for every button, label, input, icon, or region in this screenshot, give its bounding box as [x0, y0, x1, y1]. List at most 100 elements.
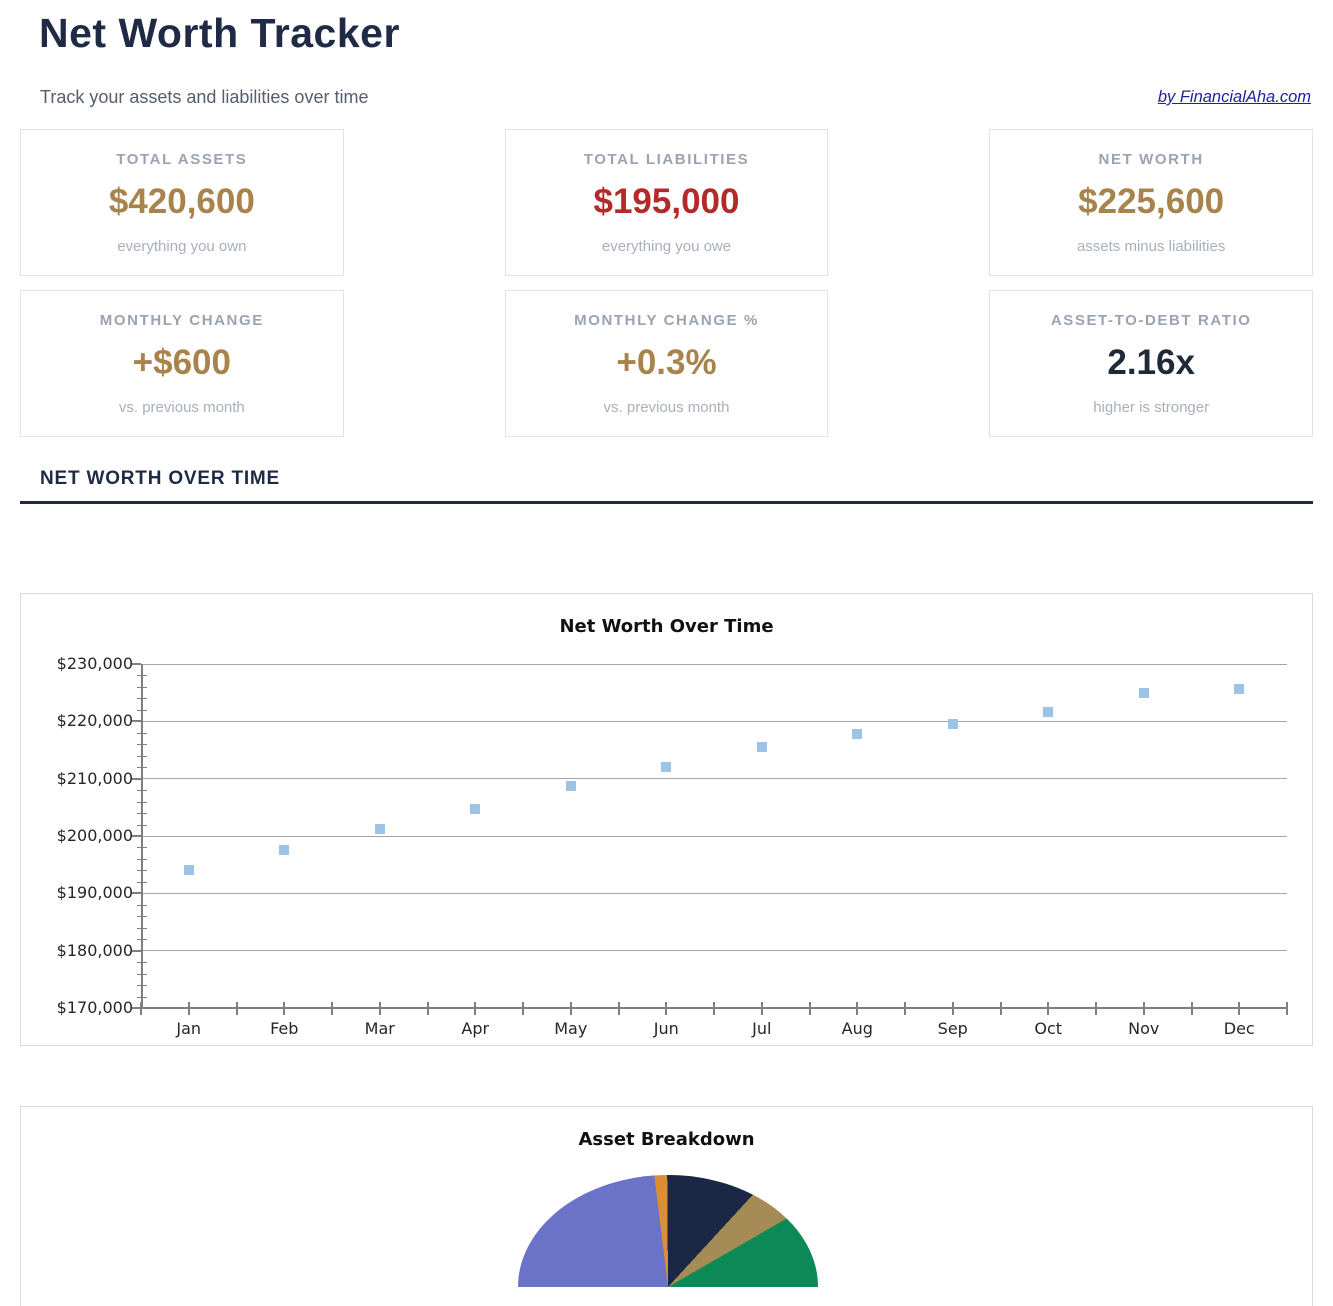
stat-value: $195,000	[593, 181, 740, 221]
chart-title: Asset Breakdown	[578, 1129, 755, 1150]
y-axis-major-tick	[132, 720, 141, 723]
stat-value: 2.16x	[1107, 342, 1195, 382]
x-axis-tick	[1095, 1002, 1097, 1015]
stat-card-total-liabilities: TOTAL LIABILITIES $195,000 everything yo…	[504, 129, 829, 276]
x-axis-tick	[426, 1002, 429, 1015]
y-gridline	[141, 835, 1287, 837]
x-axis-tick-label: Sep	[937, 1019, 968, 1038]
stat-label: MONTHLY CHANGE	[99, 311, 264, 329]
x-axis-tick	[140, 1002, 142, 1015]
stat-caption: everything you owe	[601, 237, 732, 255]
y-axis-major-tick	[132, 835, 141, 837]
page-title: Net Worth Tracker	[39, 10, 400, 56]
x-axis-tick-label: Nov	[1128, 1019, 1160, 1038]
x-axis-tick-label: Dec	[1223, 1019, 1255, 1038]
data-point	[756, 742, 767, 753]
y-axis-tick-label: $170,000	[56, 998, 133, 1017]
stat-label: TOTAL ASSETS	[116, 150, 248, 168]
stat-card-total-assets: TOTAL ASSETS $420,600 everything you own	[20, 129, 344, 276]
x-axis-tick	[904, 1002, 906, 1015]
y-axis-tick-label: $210,000	[56, 768, 133, 788]
section-heading: NET WORTH OVER TIME	[40, 468, 281, 489]
scatter-plot-area: $170,000 $180,000 $190,000 $200,000 $210,000…	[57, 654, 1288, 1038]
x-axis-tick	[617, 1002, 620, 1015]
x-axis-tick	[522, 1002, 524, 1015]
y-gridline	[141, 778, 1287, 780]
x-axis-tick	[951, 1002, 954, 1015]
x-axis-tick	[1142, 1002, 1145, 1015]
x-axis-tick	[856, 1002, 859, 1015]
x-axis-tick-label: Feb	[270, 1019, 299, 1038]
stat-caption: vs. previous month	[603, 398, 730, 416]
x-axis-tick-label: Jun	[653, 1019, 679, 1038]
x-axis-tick	[474, 1002, 477, 1015]
stat-label: NET WORTH	[1098, 150, 1204, 168]
x-axis-tick-label: May	[554, 1019, 588, 1038]
x-axis-tick	[378, 1002, 381, 1015]
y-axis-tick-label: $180,000	[56, 940, 133, 960]
y-axis-major-tick	[132, 949, 141, 952]
data-point	[374, 824, 385, 835]
x-axis-tick	[331, 1002, 333, 1015]
y-axis-major-tick	[132, 892, 141, 895]
stat-value: $420,600	[108, 181, 255, 221]
stat-card-asset-to-debt-ratio: ASSET-TO-DEBT RATIO 2.16x higher is stro…	[989, 290, 1313, 437]
x-axis-tick	[187, 1002, 190, 1015]
data-point	[565, 780, 576, 791]
x-axis-tick-label: Mar	[364, 1019, 395, 1038]
page-subtitle: Track your assets and liabilities over t…	[40, 87, 369, 107]
y-axis-spine	[141, 664, 143, 1008]
x-axis-tick	[1286, 1002, 1288, 1015]
y-axis-major-tick	[132, 1007, 141, 1009]
stat-caption: vs. previous month	[118, 398, 245, 416]
x-axis-tick	[665, 1002, 668, 1015]
x-axis-tick	[1238, 1002, 1241, 1015]
brand-link[interactable]: by FinancialAha.com	[1157, 88, 1311, 106]
x-axis-tick	[713, 1002, 715, 1015]
stat-label: ASSET-TO-DEBT RATIO	[1050, 311, 1252, 329]
x-axis-tick-label: Aug	[841, 1019, 873, 1038]
section-divider	[20, 501, 1313, 504]
data-point	[1234, 684, 1245, 695]
stat-value: +0.3%	[616, 342, 717, 382]
x-axis-tick	[1047, 1002, 1050, 1015]
stat-label: MONTHLY CHANGE %	[574, 311, 759, 329]
x-axis-tick-label: Oct	[1034, 1019, 1063, 1038]
data-point	[852, 728, 863, 739]
stat-label: TOTAL LIABILITIES	[583, 150, 750, 168]
x-axis-tick-label: Jul	[752, 1019, 772, 1038]
x-axis-tick-label: Jan	[176, 1019, 202, 1038]
y-axis-tick-label: $190,000	[56, 883, 133, 903]
data-point	[661, 762, 672, 773]
y-axis-tick-label: $200,000	[56, 826, 133, 845]
y-gridline	[141, 950, 1287, 952]
asset-breakdown-chart-card: Asset Breakdown	[20, 1106, 1313, 1306]
x-axis-tick	[283, 1002, 286, 1015]
stat-value: $225,600	[1078, 181, 1225, 221]
net-worth-chart-card: Net Worth Over Time $170,000 $180,000 $190…	[20, 593, 1313, 1046]
x-axis-tick	[569, 1002, 572, 1015]
y-axis-tick-label: $230,000	[56, 654, 133, 673]
chart-title: Net Worth Over Time	[559, 616, 774, 637]
y-axis-tick-label: $220,000	[56, 711, 133, 731]
x-axis-tick	[235, 1002, 238, 1015]
stats-grid: TOTAL ASSETS $420,600 everything you own…	[20, 129, 1313, 437]
stat-caption: assets minus liabilities	[1076, 237, 1226, 255]
data-point	[470, 804, 481, 815]
data-point	[947, 719, 958, 730]
y-gridline	[141, 663, 1287, 665]
asset-breakdown-pie	[518, 1175, 818, 1287]
x-axis-tick-label: Apr	[461, 1019, 490, 1038]
data-point	[279, 845, 290, 856]
y-axis-major-tick	[132, 663, 141, 665]
stat-caption: everything you own	[117, 237, 247, 255]
x-axis-tick	[999, 1002, 1002, 1015]
stat-card-net-worth: NET WORTH $225,600 assets minus liabilit…	[989, 129, 1313, 276]
stat-value: +$600	[132, 342, 231, 382]
y-axis-major-tick	[132, 777, 141, 780]
y-gridline	[141, 720, 1287, 722]
x-axis-tick	[808, 1002, 811, 1015]
x-axis-tick	[760, 1002, 763, 1015]
x-axis-tick	[1190, 1002, 1193, 1015]
